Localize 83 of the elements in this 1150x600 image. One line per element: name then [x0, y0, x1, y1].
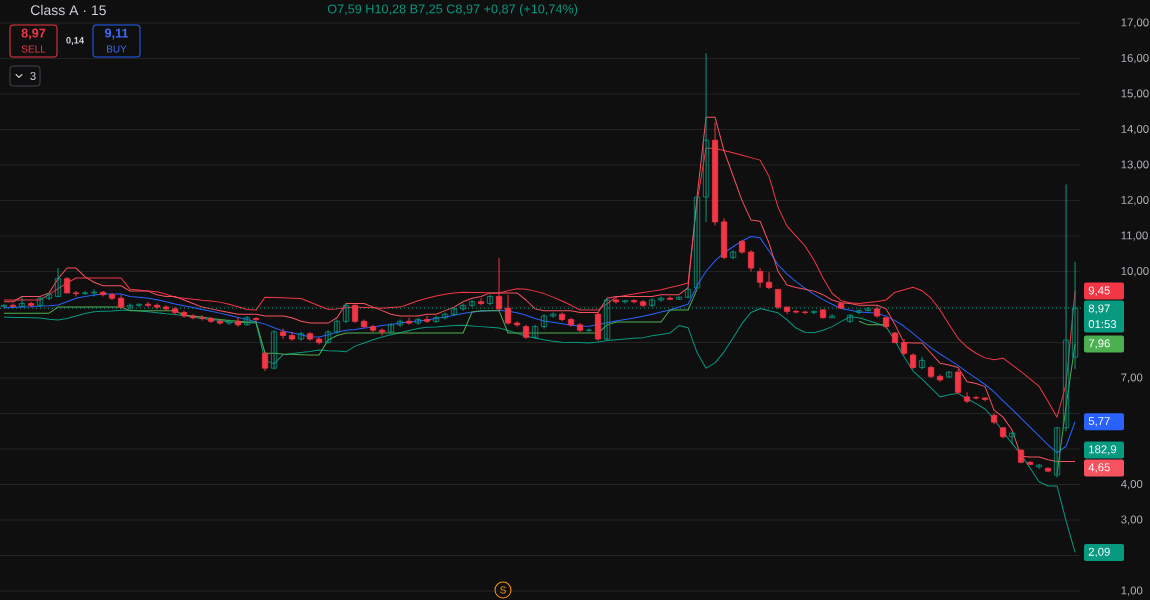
- y-tick-label: 3,00: [1121, 515, 1143, 525]
- candlestick: [540, 313, 548, 329]
- candlestick: [279, 327, 287, 340]
- candlestick: [756, 267, 764, 289]
- annotation: 8,97: [21, 28, 46, 40]
- candlestick: [846, 313, 854, 324]
- data-label: 7,96: [1088, 339, 1110, 349]
- candlestick: [72, 290, 80, 297]
- candlestick: [495, 257, 503, 312]
- candlestick: [684, 287, 692, 299]
- candlestick: [54, 267, 62, 298]
- annotation: 3: [30, 71, 36, 80]
- candlestick: [423, 315, 431, 324]
- candlestick: [396, 319, 404, 328]
- y-tick-label: 4,00: [1120, 479, 1143, 490]
- candlestick: [693, 196, 701, 290]
- candlestick: [675, 295, 683, 301]
- candlestick: [729, 249, 737, 260]
- candlestick: [666, 295, 674, 301]
- candlestick: [621, 299, 629, 305]
- chart-subtitle: O7,59 H10,28 B7,25 C8,97 +0,87 (+10,74%): [327, 4, 578, 16]
- text: 01:53: [1088, 320, 1117, 329]
- candlestick: [702, 52, 710, 223]
- candlestick: [198, 314, 206, 322]
- candlestick: [405, 317, 413, 326]
- candlestick: [387, 322, 395, 334]
- candlestick: [378, 327, 386, 336]
- candlestick: [963, 391, 971, 404]
- candlestick: [954, 368, 962, 395]
- candlestick: [648, 297, 656, 308]
- y-tick-label: 7,00: [1121, 373, 1143, 383]
- candlestick: [504, 294, 512, 326]
- data-label: 2,09: [1088, 547, 1110, 558]
- candlestick: [612, 297, 620, 305]
- candlestick: [630, 298, 638, 305]
- candlestick: [1008, 431, 1016, 445]
- y-tick-label: 14,00: [1121, 124, 1149, 135]
- candlestick: [324, 329, 332, 344]
- annotation: S: [500, 586, 506, 594]
- y-tick-label: 12,00: [1121, 195, 1149, 206]
- candlestick: [747, 249, 755, 273]
- candlestick: [351, 303, 359, 324]
- ref-line-label: 8,97: [1088, 304, 1110, 314]
- annotation: 9,11: [104, 28, 129, 40]
- annotation: 0,14: [66, 37, 85, 45]
- chart-title: Class A · 15: [30, 4, 106, 16]
- candlestick: [549, 311, 557, 319]
- candlestick: [531, 324, 539, 340]
- data-label: 5,77: [1088, 417, 1110, 427]
- candlestick: [1053, 426, 1061, 479]
- candlestick: [270, 329, 278, 370]
- candlestick: [144, 301, 152, 308]
- candlestick: [243, 315, 251, 327]
- candlestick: [81, 290, 89, 296]
- y-tick-label: 15,00: [1121, 89, 1149, 99]
- text: 182,9: [1089, 445, 1117, 455]
- candlestick: [252, 316, 260, 322]
- candlestick: [261, 350, 269, 372]
- annotation: SELL: [21, 45, 46, 53]
- candlestick: [189, 313, 197, 321]
- candlestick: [657, 295, 665, 303]
- candlestick: [774, 288, 782, 310]
- candlestick: [333, 319, 341, 335]
- candlestick: [486, 294, 494, 306]
- candlestick: [918, 356, 926, 370]
- data-label: 4,65: [1088, 463, 1110, 473]
- candlestick: [441, 311, 449, 321]
- y-tick-label: 10,00: [1121, 266, 1149, 277]
- candlestick: [45, 292, 53, 301]
- candlestick: [414, 317, 422, 326]
- candlestick: [90, 288, 98, 297]
- y-tick-label: 1,00: [1121, 586, 1143, 596]
- candlestick: [432, 315, 440, 324]
- candlestick: [297, 331, 305, 342]
- annotation: BUY: [107, 45, 127, 53]
- data-label: 9,45: [1088, 286, 1110, 296]
- y-tick-label: 17,00: [1121, 18, 1149, 28]
- y-tick-label: 16,00: [1121, 53, 1149, 64]
- candlestick: [342, 303, 350, 324]
- y-tick-label: 13,00: [1121, 160, 1149, 170]
- candlestick: [477, 297, 485, 306]
- y-tick-label: 11,00: [1121, 231, 1148, 241]
- candlestick: [765, 271, 773, 290]
